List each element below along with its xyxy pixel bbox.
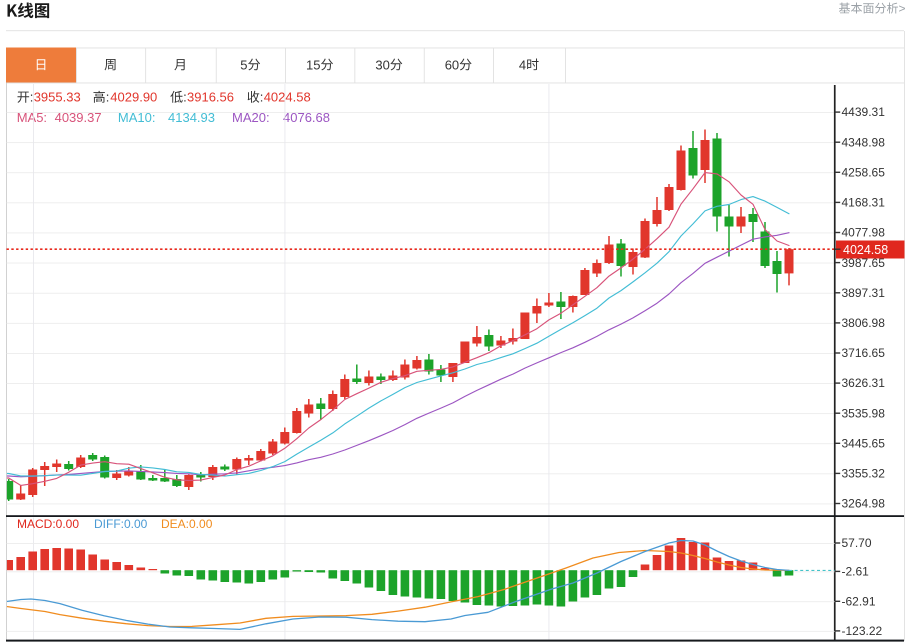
- svg-text:3626.31: 3626.31: [842, 376, 886, 390]
- svg-text:30: 30: [375, 57, 389, 72]
- svg-text:MACD:0.00: MACD:0.00: [17, 517, 79, 531]
- svg-text:57.70: 57.70: [842, 536, 872, 550]
- svg-text:-2.61: -2.61: [842, 565, 870, 579]
- svg-text:DEA:0.00: DEA:0.00: [161, 517, 213, 531]
- svg-text:15: 15: [306, 57, 320, 72]
- svg-text:3955.33: 3955.33: [34, 90, 81, 105]
- svg-text::: :: [260, 90, 264, 105]
- svg-text:-123.22: -123.22: [842, 624, 883, 638]
- svg-text:4029.90: 4029.90: [110, 90, 157, 105]
- svg-text:DIFF:0.00: DIFF:0.00: [94, 517, 148, 531]
- svg-text:4039.37: 4039.37: [55, 110, 102, 125]
- svg-text:-62.91: -62.91: [842, 594, 876, 608]
- svg-text:3806.98: 3806.98: [842, 316, 886, 330]
- svg-text:3445.65: 3445.65: [842, 436, 886, 450]
- svg-text:3264.98: 3264.98: [842, 497, 886, 511]
- svg-text::: :: [106, 90, 110, 105]
- svg-text:4024.58: 4024.58: [264, 90, 311, 105]
- svg-text:3355.32: 3355.32: [842, 467, 886, 481]
- svg-text:5: 5: [240, 57, 247, 72]
- svg-text:3987.65: 3987.65: [842, 256, 886, 270]
- svg-text:4168.31: 4168.31: [842, 196, 886, 210]
- svg-text:3716.65: 3716.65: [842, 346, 886, 360]
- svg-text::: :: [30, 90, 34, 105]
- svg-text:MA5:: MA5:: [17, 110, 47, 125]
- svg-text:3897.31: 3897.31: [842, 286, 886, 300]
- svg-text:4024.58: 4024.58: [843, 243, 888, 257]
- svg-text:4348.98: 4348.98: [842, 135, 886, 149]
- svg-text::: :: [183, 90, 187, 105]
- svg-text:MA10:: MA10:: [118, 110, 156, 125]
- svg-text:4: 4: [519, 57, 526, 72]
- svg-text:4134.93: 4134.93: [168, 110, 215, 125]
- svg-text:>: >: [899, 2, 906, 16]
- svg-text:3916.56: 3916.56: [187, 90, 234, 105]
- svg-text:4258.65: 4258.65: [842, 165, 886, 179]
- svg-text:4439.31: 4439.31: [842, 105, 886, 119]
- svg-text:4076.68: 4076.68: [283, 110, 330, 125]
- svg-text:3535.98: 3535.98: [842, 406, 886, 420]
- svg-text:4077.98: 4077.98: [842, 226, 886, 240]
- svg-text:60: 60: [445, 57, 459, 72]
- svg-text:MA20:: MA20:: [232, 110, 270, 125]
